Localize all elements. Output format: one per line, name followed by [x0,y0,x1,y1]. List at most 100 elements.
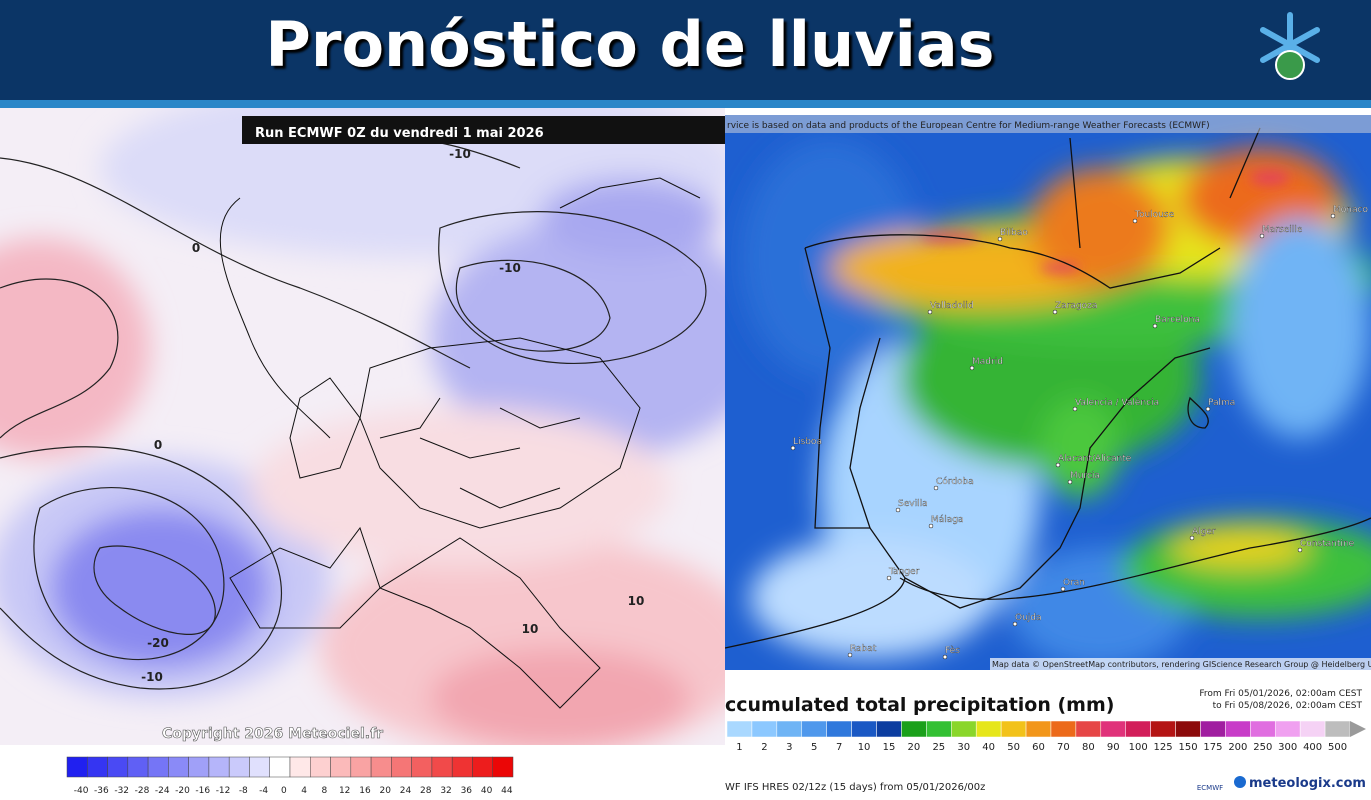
legend-swatch [411,756,433,778]
legend-swatch [1000,720,1027,738]
contour-label: -20 [147,636,169,650]
legend-label: 10 [858,742,871,753]
contour-label: 10 [522,622,539,636]
legend-swatch [249,756,270,778]
legend-label: 32 [440,786,451,796]
city-dot [1052,309,1058,315]
city-dot [790,445,796,451]
legend-label: 20 [380,786,392,796]
legend-swatch [801,720,827,738]
city-dot [1067,479,1073,485]
legend-label: 2 [761,742,767,753]
city-label: Málaga [931,515,964,525]
legend-swatch [147,756,169,778]
legend-swatch [107,756,129,778]
legend-swatch [1250,720,1276,738]
city-label: Toulouse [1134,210,1175,220]
legend-label: 50 [1007,742,1020,753]
city-dot [927,309,933,315]
city-label: Marseille [1262,225,1303,235]
legend-label: 28 [420,786,432,796]
city-dot [895,507,901,513]
legend-swatch [951,720,977,738]
legend-label: 20 [908,742,921,753]
legend-label: 40 [481,786,493,796]
legend-swatch [1100,720,1126,738]
legend-swatch [1175,720,1201,738]
city-label: Monaco [1333,205,1368,215]
legend-label: 175 [1203,742,1222,753]
city-label: Rabat [850,644,877,654]
legend-swatch [87,756,108,778]
legend-swatch [127,756,149,778]
city-label: Madrid [972,357,1003,367]
legend-label: 8 [322,786,328,796]
legend-swatch [776,720,803,738]
city-dot [1297,547,1303,553]
legend-label: 25 [932,742,945,753]
legend-swatch [1050,720,1077,738]
legend-label: 80 [1082,742,1095,753]
legend-label: 36 [461,786,473,796]
city-dot [1259,233,1265,239]
city-label: Murcia [1070,471,1100,481]
legend-swatch [1200,720,1226,738]
city-dot [1072,406,1078,412]
legend-swatch [1075,720,1102,738]
legend-label: 500 [1328,742,1347,753]
brand: meteologix.com [1249,776,1366,791]
legend-swatch [1274,720,1301,738]
legend-swatch [851,720,877,738]
city-dot [1132,218,1138,224]
legend-swatch [310,756,331,778]
legend-swatch [391,756,412,778]
legend-swatch [330,756,352,778]
legend-label: 24 [400,786,412,796]
right-map [725,115,1371,670]
legend-swatch [901,720,927,738]
header [0,0,1371,100]
city-dot [886,575,892,581]
header-line [0,100,1371,108]
legend-label: 70 [1057,742,1070,753]
legend-label: 40 [982,742,995,753]
legend-label: 250 [1253,742,1272,753]
legend-swatch [431,756,453,778]
city-label: Bilbao [1000,228,1028,238]
city-label: Palma [1208,398,1235,408]
legend-swatch [726,720,753,738]
legend-label: 3 [786,742,792,753]
city-label: Córdoba [936,476,974,487]
contour-label: 0 [154,438,162,452]
city-dot [1012,621,1018,627]
city-dot [1205,406,1211,412]
legend-swatch [269,756,291,778]
legend-label: 1 [736,742,742,753]
legend-swatch [350,756,372,778]
run-label: Run ECMWF 0Z du vendredi 1 mai 2026 [255,126,544,141]
legend-swatch [826,720,852,738]
legend-label: 5 [811,742,817,753]
legend-swatch [168,756,189,778]
city-dot [997,236,1003,242]
legend-label: 200 [1228,742,1247,753]
legend-label: 7 [836,742,842,753]
legend-label: 16 [359,786,371,796]
city-label: Oran [1063,578,1085,588]
legend-to: to Fri 05/08/2026, 02:00am CEST [1213,701,1363,711]
legend-swatch [208,756,230,778]
copyright: Copyright 2026 Meteociel.fr [162,726,383,742]
legend-swatch [492,756,514,778]
legend-label: 90 [1107,742,1120,753]
legend-swatch [472,756,493,778]
city-dot [969,365,975,371]
legend-swatch [1150,720,1176,738]
city-dot [933,485,939,491]
legend-label: -40 [74,786,89,796]
city-dot [1189,535,1195,541]
city-dot [847,652,853,658]
legend-from: From Fri 05/01/2026, 02:00am CEST [1199,689,1362,699]
legend-label: 4 [301,786,307,796]
city-label: Alacant/Alicante [1058,454,1132,464]
